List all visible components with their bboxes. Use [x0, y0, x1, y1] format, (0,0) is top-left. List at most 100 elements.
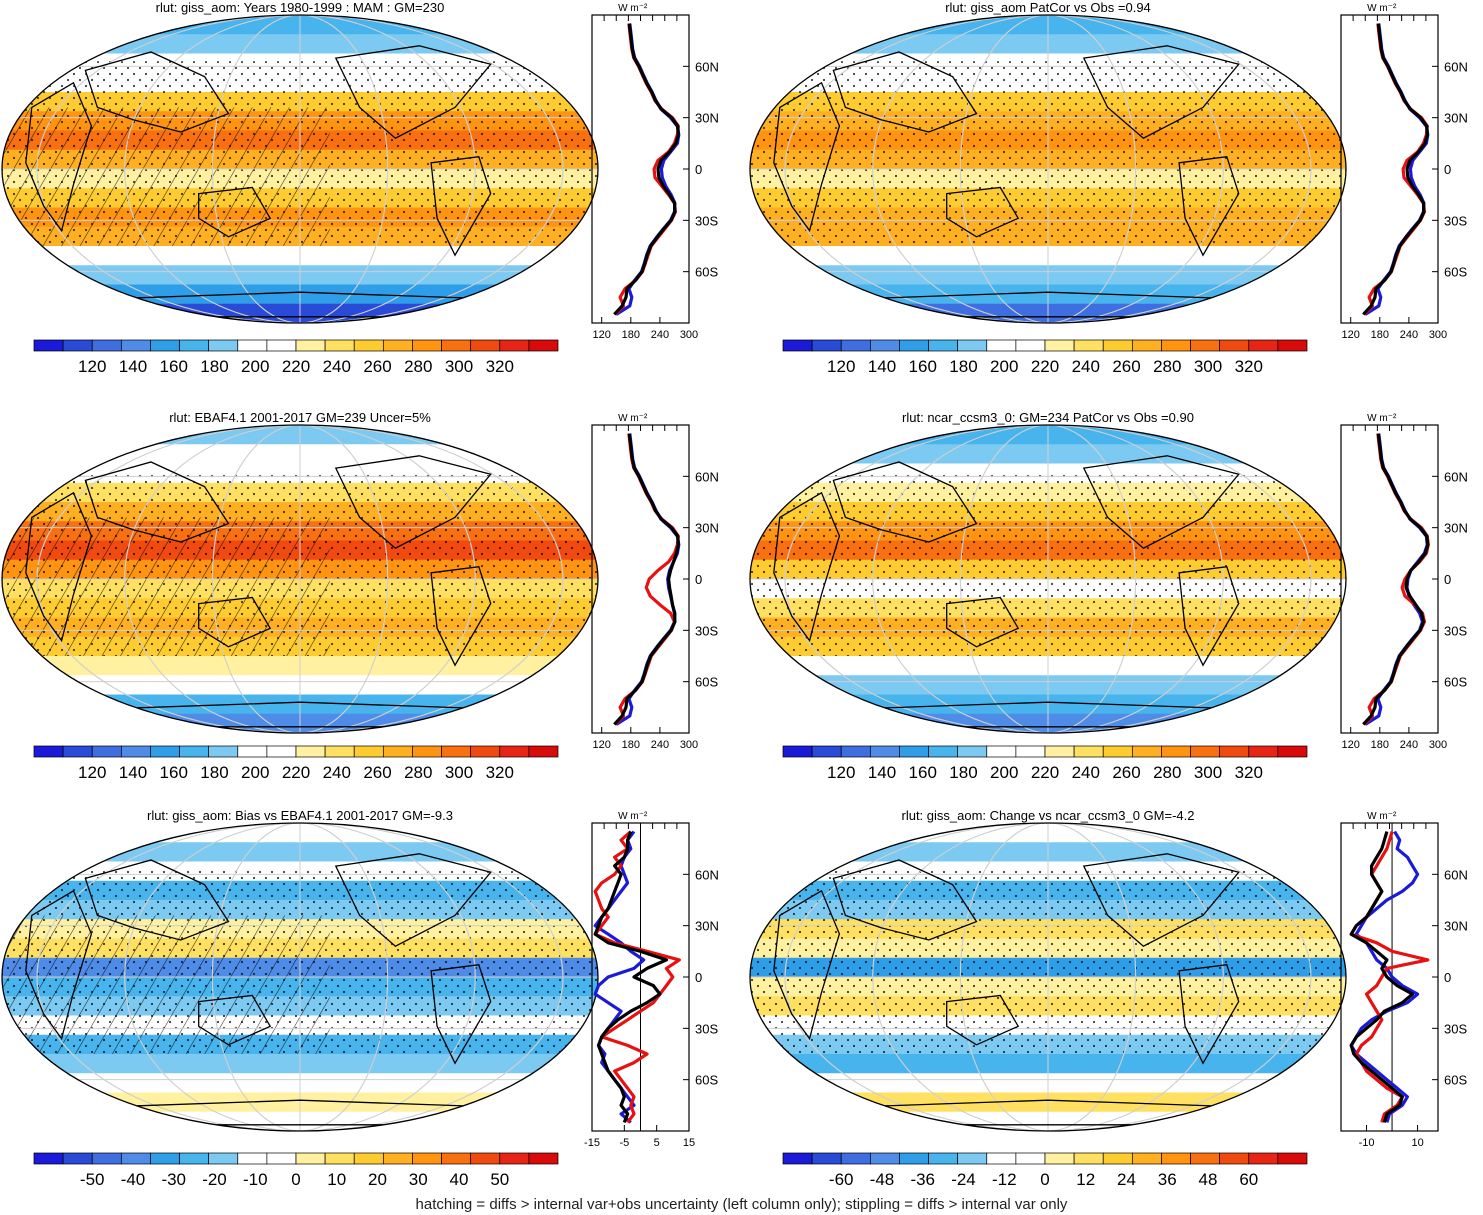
colorbar-swatch [1131, 339, 1162, 352]
colorbar-swatch [62, 745, 93, 758]
colorbar-tick-label: 200 [241, 357, 269, 376]
colorbar: -60 -48 -36 -24 -12 0 12 24 36 48 60 [782, 1152, 1308, 1189]
coastline [832, 859, 978, 941]
colorbar-swatch [91, 1152, 122, 1165]
longitude-line [211, 823, 389, 1131]
colorbar-swatch [353, 745, 384, 758]
colorbar-swatch [528, 1152, 559, 1165]
profile-series-line [614, 23, 680, 316]
coastline [198, 186, 272, 238]
zonal-profile: W m⁻² 120 180 240 300 60N 30N 0 30S 60S [591, 413, 719, 751]
colorbar-swatch [33, 745, 64, 758]
profile-y-tick-label: 60N [695, 867, 719, 882]
map-field [750, 15, 1346, 323]
colorbar-tick-label: 140 [119, 763, 147, 782]
colorbar-tick-label: 240 [1072, 357, 1100, 376]
colorbar-swatch [266, 1152, 297, 1165]
colorbar-swatch [208, 745, 239, 758]
profile-y-tick-label: 0 [1444, 970, 1451, 985]
colorbar-tick-label: 0 [1040, 1170, 1049, 1189]
profile-series-line [1362, 433, 1430, 726]
colorbar-swatch [1161, 745, 1191, 758]
profile-x-tick-label: 120 [1342, 739, 1360, 751]
colorbar-tick-label: 300 [445, 763, 473, 782]
colorbar-swatch [869, 339, 900, 352]
colorbar-tick-label: 200 [241, 763, 269, 782]
colorbar: 120 140 160 180 200 220 240 260 280 300 320 [33, 745, 559, 782]
profile-y-tick-label: 60S [695, 265, 718, 280]
colorbar-tick-label: 50 [490, 1170, 509, 1189]
coastline [198, 596, 272, 648]
colorbar-tick-label: 24 [1117, 1170, 1136, 1189]
profile-y-tick-label: 30S [1444, 623, 1467, 638]
longitude-line [124, 425, 476, 733]
profile-y-tick-label: 30N [695, 521, 719, 536]
colorbar-swatch [840, 339, 871, 352]
profile-y-tick-label: 30N [695, 919, 719, 934]
profile-x-tick-label: 300 [1429, 739, 1447, 751]
coastline [25, 81, 93, 233]
profile-x-tick-label: 300 [1429, 329, 1447, 341]
colorbar-swatch [441, 1152, 472, 1165]
profile-y-tick-label: 60N [1444, 59, 1468, 74]
colorbar-swatch [1044, 745, 1075, 758]
colorbar-tick-label: 280 [404, 357, 432, 376]
longitude-line [872, 823, 1224, 1131]
coastline [84, 461, 230, 543]
panel-2: rlut: giss_aom PatCor vs Obs =0.94 120 140… [749, 0, 1468, 376]
colorbar-tick-label: 320 [486, 763, 514, 782]
profile-series-line [613, 23, 680, 316]
colorbar-tick-label: 320 [486, 357, 514, 376]
colorbar-swatch [150, 339, 180, 352]
colorbar-swatch [441, 745, 472, 758]
colorbar-swatch [150, 1152, 180, 1165]
panel-title: rlut: giss_aom PatCor vs Obs =0.94 [945, 0, 1151, 15]
profile-x-tick-label: 120 [593, 739, 611, 751]
colorbar-swatch [441, 339, 472, 352]
profile-series-line [1349, 830, 1420, 1123]
longitude-line [959, 425, 1137, 733]
colorbar-tick-label: 160 [909, 763, 937, 782]
coastline [773, 491, 841, 643]
colorbar-tick-label: 140 [868, 357, 896, 376]
map-field [2, 425, 598, 733]
profile-x-tick-label: 180 [1371, 739, 1389, 751]
colorbar-tick-label: 240 [323, 357, 351, 376]
colorbar-swatch [811, 1152, 842, 1165]
profile-x-tick-label: 180 [1371, 329, 1389, 341]
panel-title: rlut: giss_aom: Change vs ncar_ccsm3_0 G… [902, 808, 1195, 823]
profile-y-tick-label: 0 [1444, 572, 1451, 587]
colorbar-swatch [150, 745, 180, 758]
colorbar-tick-label: 160 [909, 357, 937, 376]
colorbar-swatch [1219, 339, 1250, 352]
coastline [773, 81, 841, 233]
longitude-line [36, 823, 564, 1131]
profile-x-tick-label: 15 [683, 1137, 695, 1149]
colorbar-swatch [179, 745, 210, 758]
coastline [946, 596, 1020, 648]
colorbar-swatch [412, 745, 442, 758]
colorbar-swatch [782, 1152, 813, 1165]
coastline [430, 963, 492, 1065]
colorbar-swatch [353, 1152, 384, 1165]
colorbar-swatch [470, 1152, 501, 1165]
colorbar-tick-label: 0 [291, 1170, 300, 1189]
profile-frame [591, 14, 690, 324]
profile-series-line [1364, 23, 1430, 316]
colorbar-swatch [324, 339, 355, 352]
colorbar-swatch [62, 339, 93, 352]
colorbar-tick-label: 36 [1158, 1170, 1177, 1189]
profile-y-tick-label: 30S [1444, 1021, 1467, 1036]
colorbar-tick-label: 280 [1153, 357, 1181, 376]
colorbar-tick-label: 280 [404, 763, 432, 782]
colorbar-swatch [1248, 745, 1279, 758]
colorbar-swatch [237, 745, 268, 758]
colorbar-swatch [266, 745, 297, 758]
profile-y-tick-label: 60S [1444, 675, 1467, 690]
coastline [946, 186, 1020, 238]
profile-x-tick-label: 180 [622, 739, 640, 751]
profile-y-tick-label: 30N [1444, 919, 1468, 934]
colorbar-swatch [1248, 1152, 1279, 1165]
profile-x-tick-label: 5 [654, 1137, 660, 1149]
